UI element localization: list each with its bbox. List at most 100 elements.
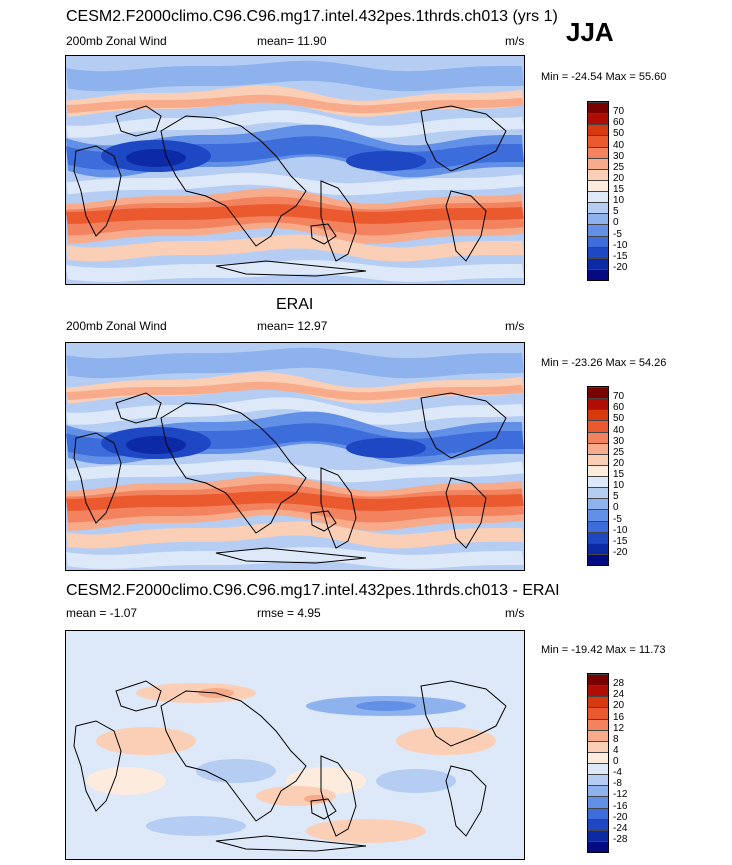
coastline — [420, 392, 507, 459]
panel3-rmse-label: rmse = 4.95 — [257, 606, 321, 620]
colorbar-tick-label: 0 — [613, 502, 619, 514]
field-feature — [196, 759, 276, 783]
colorbar-tick-label: -10 — [613, 239, 628, 251]
coastline — [215, 260, 367, 277]
panel3-map — [65, 630, 525, 860]
colorbar-tick-label: -5 — [613, 513, 622, 525]
colorbar-tick-label: -16 — [613, 800, 628, 812]
field-band — [66, 547, 524, 569]
colorbar-tick-label: 50 — [613, 413, 625, 425]
panel1-units-label: m/s — [505, 34, 525, 48]
colorbar-tick-label: 25 — [613, 446, 625, 458]
panel3-colorbar — [587, 673, 609, 853]
colorbar-swatch — [588, 476, 608, 488]
colorbar-swatch — [588, 796, 608, 808]
colorbar-tick-label: 60 — [613, 117, 625, 129]
colorbar-swatch — [588, 235, 608, 247]
field-feature — [146, 816, 246, 836]
colorbar-tick-label: 4 — [613, 744, 619, 756]
colorbar-tick-label: 0 — [613, 756, 619, 767]
colorbar-swatch — [588, 202, 608, 214]
colorbar-swatch — [588, 774, 608, 786]
field-band — [66, 397, 524, 425]
colorbar-swatch — [588, 729, 608, 741]
colorbar-swatch — [588, 553, 608, 565]
field-band — [66, 94, 524, 114]
colorbar-tick-label: -20 — [613, 546, 628, 558]
colorbar-swatch — [588, 420, 608, 432]
panel2-units-label: m/s — [505, 319, 525, 333]
coastline — [115, 680, 162, 712]
colorbar-tick-label: -15 — [613, 250, 628, 262]
panel2-title: ERAI — [276, 296, 314, 313]
colorbar-tick-label: 0 — [613, 217, 619, 229]
colorbar-swatch — [588, 520, 608, 532]
season-label: JJA — [566, 17, 614, 47]
colorbar-tick-label: -20 — [613, 811, 628, 823]
coastline — [215, 835, 367, 852]
colorbar-swatch — [588, 442, 608, 454]
colorbar-tick-label: 8 — [613, 733, 619, 745]
panel1-mean-label: mean= 11.90 — [257, 34, 327, 48]
colorbar-tick-label: 40 — [613, 139, 625, 151]
field-band — [66, 491, 524, 511]
colorbar-swatch — [588, 213, 608, 225]
colorbar-tick-label: 30 — [613, 435, 625, 447]
colorbar-swatch — [588, 509, 608, 521]
field-band — [66, 60, 524, 92]
field-band — [66, 110, 524, 138]
colorbar-tick-label: 5 — [613, 491, 619, 503]
colorbar-swatch — [588, 674, 608, 686]
coastline — [310, 798, 337, 820]
field-band — [66, 234, 524, 262]
colorbar-tick-label: 25 — [613, 161, 625, 173]
field-feature — [86, 767, 166, 795]
colorbar-tick-label: -24 — [613, 822, 628, 834]
panel2-mean-label: mean= 12.97 — [257, 319, 328, 333]
colorbar-swatch — [588, 829, 608, 841]
coastline — [215, 547, 367, 564]
colorbar-tick-label: 12 — [613, 722, 625, 734]
colorbar-swatch — [588, 453, 608, 465]
panel1-map — [65, 55, 525, 285]
colorbar-swatch — [588, 168, 608, 180]
colorbar-tick-label: 20 — [613, 457, 625, 469]
colorbar-swatch — [588, 179, 608, 191]
colorbar-tick-label: -10 — [613, 524, 628, 536]
colorbar-tick-label: 16 — [613, 711, 625, 723]
panel3-minmax: Min = -19.42 Max = 11.73 — [541, 644, 666, 656]
colorbar-tick-label: 10 — [613, 480, 625, 492]
colorbar-tick-label: 50 — [613, 128, 625, 140]
colorbar-swatch — [588, 135, 608, 147]
panel3-mean-label: mean = -1.07 — [66, 606, 138, 620]
colorbar-swatch — [588, 785, 608, 797]
colorbar-tick-label: 15 — [613, 469, 625, 480]
coastline — [160, 690, 307, 822]
colorbar-swatch — [588, 113, 608, 125]
colorbar-swatch — [588, 740, 608, 752]
colorbar-tick-label: -28 — [613, 833, 628, 845]
field-band — [66, 172, 524, 196]
panel2-minmax: Min = -23.26 Max = 54.26 — [541, 357, 667, 369]
colorbar-swatch — [588, 807, 608, 819]
colorbar-tick-label: 40 — [613, 424, 625, 436]
colorbar-tick-label: 5 — [613, 206, 619, 218]
colorbar-tick-label: -15 — [613, 535, 628, 547]
coastline — [160, 115, 307, 247]
colorbar-swatch — [588, 409, 608, 421]
field-feature — [304, 795, 328, 803]
main-title: CESM2.F2000climo.C96.C96.mg17.intel.432p… — [66, 8, 558, 25]
panel3-units-label: m/s — [505, 606, 525, 620]
colorbar-tick-label: -8 — [613, 778, 622, 790]
colorbar-swatch — [588, 102, 608, 114]
panel2-colorbar — [587, 386, 609, 566]
field-feature — [376, 769, 456, 793]
colorbar-tick-label: 60 — [613, 402, 625, 414]
coastline — [445, 477, 487, 549]
colorbar-tick-label: 15 — [613, 184, 625, 195]
colorbar-tick-label: 30 — [613, 150, 625, 162]
colorbar-tick-label: -12 — [613, 789, 628, 801]
colorbar-swatch — [588, 707, 608, 719]
field-feature — [396, 727, 496, 755]
colorbar-swatch — [588, 696, 608, 708]
